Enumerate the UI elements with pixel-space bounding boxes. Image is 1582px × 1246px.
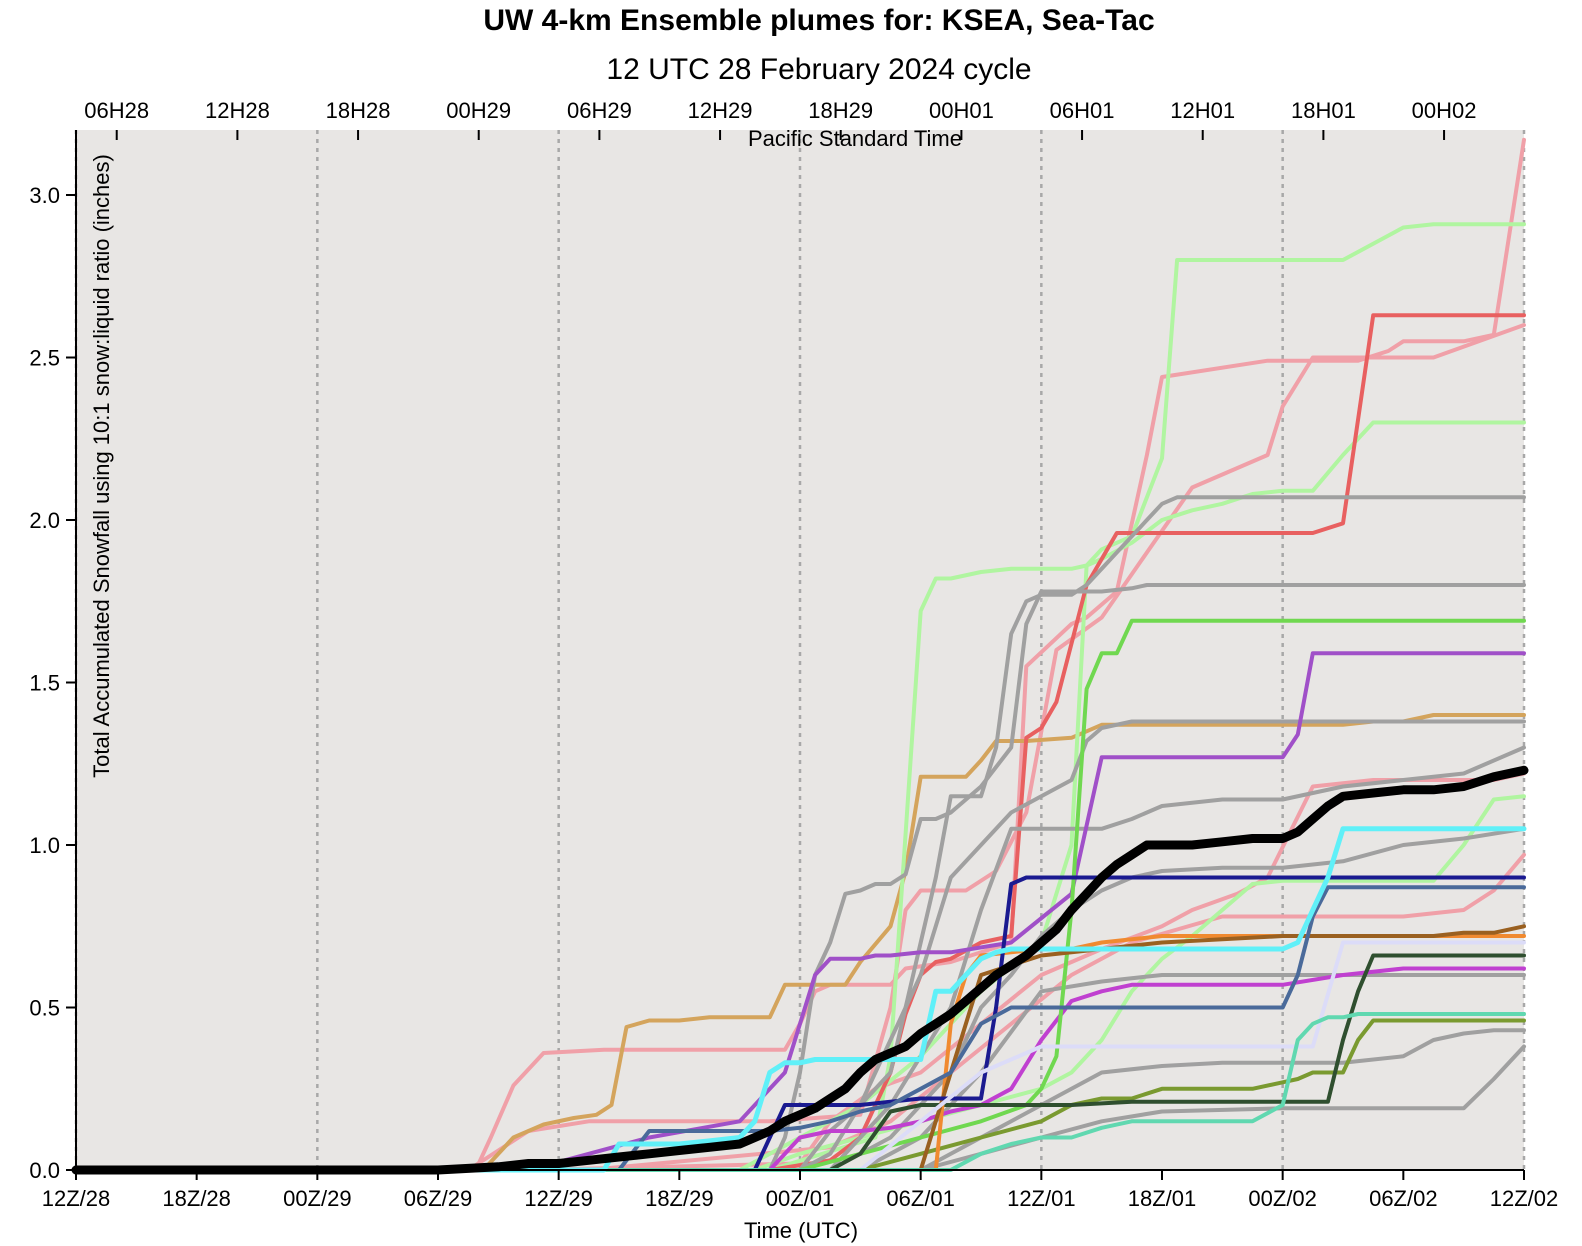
series-line-lightgreen-b <box>74 420 1526 1172</box>
chart-subtitle: 12 UTC 28 February 2024 cycle <box>606 53 1031 86</box>
x-tick-label-11: 06Z/02 <box>1369 1186 1438 1211</box>
x-tick-label-12: 12Z/02 <box>1490 1186 1559 1211</box>
top-tick-label-11: 00H02 <box>1412 98 1477 123</box>
series-line-gray-d <box>74 745 1526 1172</box>
x-tick-label-3: 06Z/29 <box>404 1186 473 1211</box>
y-tick-label-6: 3.0 <box>29 183 60 208</box>
top-tick-label-5: 12H29 <box>688 98 753 123</box>
top-tick-label-2: 18H28 <box>326 98 391 123</box>
series-line-ensemble-mean <box>71 765 1529 1175</box>
series-line-purple <box>74 651 1526 1172</box>
x-tick-label-0: 12Z/28 <box>42 1186 111 1211</box>
series-line-navy <box>74 875 1526 1172</box>
y-tick-label-2: 1.0 <box>29 833 60 858</box>
x-tick-label-7: 06Z/01 <box>886 1186 955 1211</box>
top-tick-label-1: 12H28 <box>205 98 270 123</box>
series-line-brown <box>74 924 1526 1172</box>
series-line-gray-h <box>74 1044 1526 1172</box>
x-axis-label: Time (UTC) <box>744 1218 858 1243</box>
x-tick-label-4: 12Z/29 <box>524 1186 593 1211</box>
series-line-teal <box>74 1012 1526 1172</box>
top-tick-label-9: 12H01 <box>1170 98 1235 123</box>
series-line-lavender <box>74 940 1526 1172</box>
series-line-gray-e <box>74 826 1526 1172</box>
chart-title: UW 4-km Ensemble plumes for: KSEA, Sea-T… <box>483 4 1154 37</box>
ensemble-series <box>71 137 1529 1175</box>
top-tick-label-7: 00H01 <box>929 98 994 123</box>
top-tick-label-6: 18H29 <box>808 98 873 123</box>
series-line-darkgreen <box>74 953 1526 1172</box>
series-line-pink-b <box>74 323 1526 1172</box>
series-line-olive <box>74 1018 1526 1172</box>
x-tick-label-5: 18Z/29 <box>645 1186 714 1211</box>
x-tick-label-8: 12Z/01 <box>1007 1186 1076 1211</box>
top-tick-label-8: 06H01 <box>1050 98 1115 123</box>
axes: 0.0 0.5 1.0 1.5 2.0 2.5 3.0 12Z/28 18Z/28 00Z/29 0… <box>29 98 1558 1211</box>
series-line-magenta <box>74 966 1526 1172</box>
y-tick-label-0: 0.0 <box>29 1158 60 1183</box>
y-axis-label: Total Accumulated Snowfall using 10:1 sn… <box>89 154 114 778</box>
x-tick-label-10: 00Z/02 <box>1248 1186 1317 1211</box>
x-tick-label-1: 18Z/28 <box>162 1186 231 1211</box>
x-tick-label-9: 18Z/01 <box>1128 1186 1197 1211</box>
y-tick-label-5: 2.5 <box>29 346 60 371</box>
x-tick-label-2: 00Z/29 <box>283 1186 352 1211</box>
top-tick-label-0: 06H28 <box>84 98 149 123</box>
y-tick-label-3: 1.5 <box>29 671 60 696</box>
series-line-cyan <box>73 826 1527 1173</box>
top-tick-label-4: 06H29 <box>567 98 632 123</box>
series-line-gray-c <box>74 719 1526 1172</box>
series-line-gray-b <box>74 495 1526 1172</box>
x-tick-label-6: 00Z/01 <box>766 1186 835 1211</box>
series-line-tan <box>74 713 1526 1172</box>
y-tick-label-1: 0.5 <box>29 996 60 1021</box>
top-tick-label-3: 00H29 <box>446 98 511 123</box>
y-tick-label-4: 2.0 <box>29 508 60 533</box>
top-axis-label: Pacific Standard Time <box>748 126 962 151</box>
top-tick-label-10: 18H01 <box>1291 98 1356 123</box>
series-line-gray-a <box>74 583 1526 1172</box>
series-line-gray-g <box>74 1028 1526 1172</box>
series-line-lightgreen-a <box>74 222 1526 1172</box>
